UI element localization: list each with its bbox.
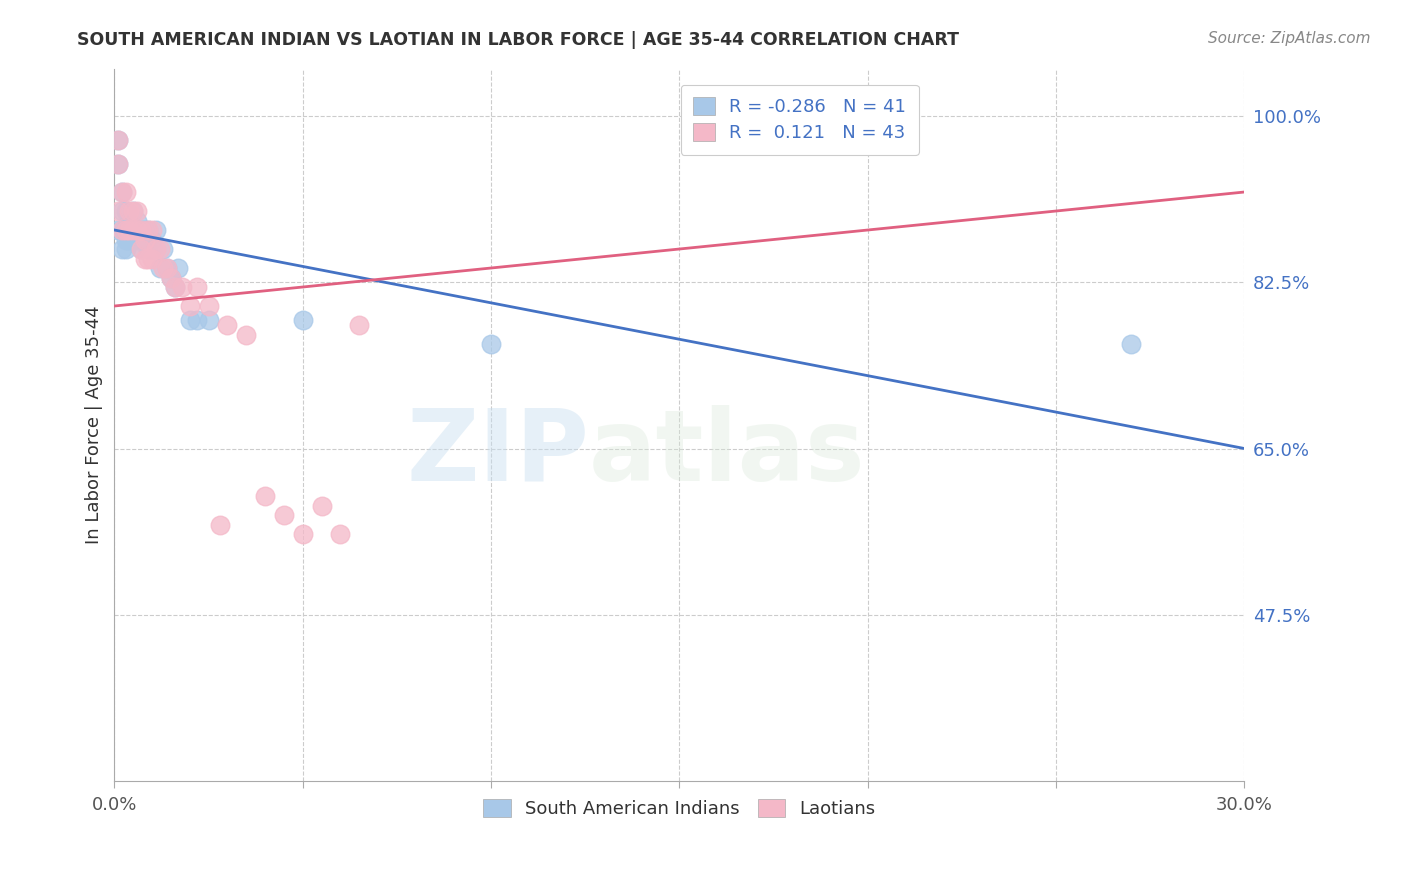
Point bbox=[163, 280, 186, 294]
Point bbox=[107, 133, 129, 147]
Point bbox=[145, 223, 167, 237]
Point bbox=[291, 527, 314, 541]
Point bbox=[136, 252, 159, 266]
Point bbox=[129, 242, 152, 256]
Point bbox=[172, 280, 194, 294]
Point bbox=[186, 313, 208, 327]
Point bbox=[125, 223, 148, 237]
Point bbox=[134, 233, 156, 247]
Point bbox=[111, 223, 134, 237]
Point bbox=[107, 133, 129, 147]
Point bbox=[254, 489, 277, 503]
Point bbox=[114, 185, 136, 199]
Point bbox=[122, 204, 145, 219]
Point bbox=[160, 270, 183, 285]
Point bbox=[118, 223, 141, 237]
Point bbox=[329, 527, 352, 541]
Point bbox=[107, 156, 129, 170]
Point bbox=[129, 242, 152, 256]
Point bbox=[141, 233, 163, 247]
Point bbox=[149, 260, 172, 275]
Point bbox=[114, 223, 136, 237]
Point bbox=[114, 242, 136, 256]
Point bbox=[107, 156, 129, 170]
Point bbox=[156, 260, 179, 275]
Point bbox=[141, 252, 163, 266]
Point bbox=[160, 270, 183, 285]
Point bbox=[208, 517, 231, 532]
Point bbox=[122, 223, 145, 237]
Point bbox=[167, 260, 190, 275]
Point bbox=[134, 252, 156, 266]
Point bbox=[179, 299, 201, 313]
Point bbox=[876, 109, 898, 123]
Point bbox=[134, 223, 156, 237]
Point bbox=[311, 499, 333, 513]
Point bbox=[125, 223, 148, 237]
Point bbox=[217, 318, 239, 332]
Point bbox=[118, 213, 141, 227]
Point bbox=[141, 242, 163, 256]
Point bbox=[1121, 337, 1143, 351]
Point bbox=[122, 233, 145, 247]
Point bbox=[114, 223, 136, 237]
Point bbox=[152, 260, 174, 275]
Point bbox=[156, 260, 179, 275]
Point bbox=[114, 233, 136, 247]
Point bbox=[152, 242, 174, 256]
Point bbox=[107, 223, 129, 237]
Point bbox=[125, 233, 148, 247]
Text: atlas: atlas bbox=[589, 405, 866, 502]
Point bbox=[111, 185, 134, 199]
Point bbox=[134, 233, 156, 247]
Point bbox=[479, 337, 502, 351]
Point bbox=[894, 137, 917, 152]
Point bbox=[118, 204, 141, 219]
Point bbox=[111, 185, 134, 199]
Point bbox=[197, 313, 219, 327]
Text: ZIP: ZIP bbox=[406, 405, 589, 502]
Point bbox=[125, 213, 148, 227]
Point bbox=[145, 242, 167, 256]
Point bbox=[136, 242, 159, 256]
Point bbox=[118, 233, 141, 247]
Point bbox=[111, 223, 134, 237]
Point bbox=[118, 223, 141, 237]
Point bbox=[136, 223, 159, 237]
Point bbox=[129, 223, 152, 237]
Point bbox=[136, 223, 159, 237]
Legend: South American Indians, Laotians: South American Indians, Laotians bbox=[477, 792, 883, 825]
Point bbox=[111, 204, 134, 219]
Point bbox=[129, 223, 152, 237]
Text: SOUTH AMERICAN INDIAN VS LAOTIAN IN LABOR FORCE | AGE 35-44 CORRELATION CHART: SOUTH AMERICAN INDIAN VS LAOTIAN IN LABO… bbox=[77, 31, 959, 49]
Point bbox=[349, 318, 371, 332]
Point bbox=[125, 204, 148, 219]
Point bbox=[149, 242, 172, 256]
Point bbox=[114, 204, 136, 219]
Point bbox=[111, 242, 134, 256]
Y-axis label: In Labor Force | Age 35-44: In Labor Force | Age 35-44 bbox=[86, 305, 103, 544]
Point bbox=[856, 109, 879, 123]
Point bbox=[163, 280, 186, 294]
Point bbox=[186, 280, 208, 294]
Point bbox=[122, 204, 145, 219]
Point bbox=[291, 313, 314, 327]
Text: Source: ZipAtlas.com: Source: ZipAtlas.com bbox=[1208, 31, 1371, 46]
Point bbox=[197, 299, 219, 313]
Point bbox=[235, 327, 257, 342]
Point bbox=[141, 223, 163, 237]
Point bbox=[179, 313, 201, 327]
Point bbox=[122, 223, 145, 237]
Point bbox=[273, 508, 295, 522]
Point bbox=[107, 204, 129, 219]
